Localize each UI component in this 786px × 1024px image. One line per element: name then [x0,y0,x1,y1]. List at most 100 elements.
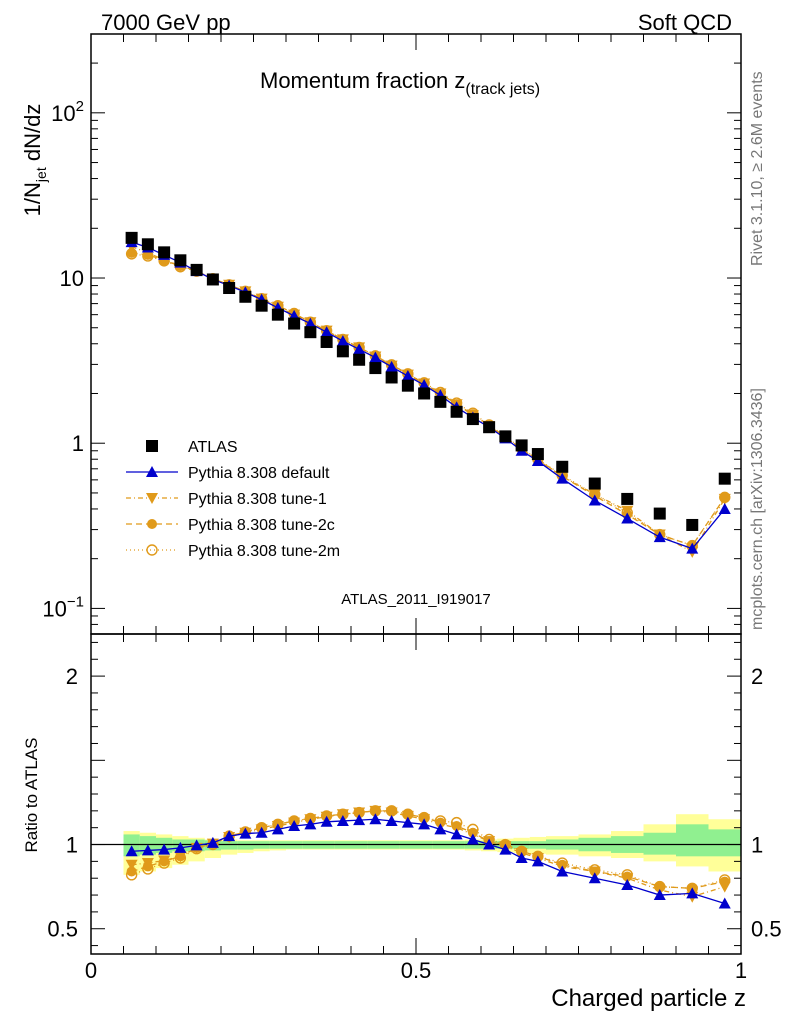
ratio-y-axis-label: Ratio to ATLAS [22,738,41,853]
main-point-atlas [288,317,301,330]
ratio-point-pythia-8-308-default [483,838,496,850]
main-y-tick-label: 10−1 [42,593,84,621]
ratio-point-pythia-8-308-default [304,818,317,830]
ratio-point-pythia-8-308-default [385,814,398,826]
main-y-tick-label: 10 [60,266,84,291]
ratio-point-pythia-8-308-tune-1 [158,855,171,867]
main-point-atlas [239,290,252,303]
main-point-pythia-8-308-default [621,512,634,524]
ratio-series [125,805,731,909]
ratio-x-tick-label: 0 [85,958,97,983]
ratio-point-pythia-8-308-default [174,841,187,853]
ratio-panel: 0.5 0.51 12 2 0 0.5 1 Ratio to ATLAS Charged … [22,633,782,1012]
legend-marker-pythia-8-308-tune-1 [146,493,158,504]
main-point-pythia-8-308-default [556,472,569,484]
ratio-y-tick-label: 0.5 [47,917,78,942]
main-point-atlas [320,335,333,348]
ratio-point-pythia-8-308-default [499,843,512,855]
legend-label-pythia-8-308-tune-2c: Pythia 8.308 tune-2c [188,517,335,534]
ratio-x-axis-label: Charged particle z [551,985,746,1012]
main-point-atlas [141,238,154,251]
main-y-tick-label-base: 10 [51,101,75,126]
main-point-atlas [588,477,601,490]
ratio-y-ticks [91,641,741,947]
main-point-atlas [531,448,544,461]
ratio-point-pythia-8-308-default [288,820,301,831]
main-point-atlas [158,246,171,259]
main-point-atlas [401,379,414,392]
mcplots-note: mcplots.cern.ch [arXiv:1306.3436] [749,388,766,630]
main-point-pythia-8-308-tune-1 [718,493,731,505]
legend-marker-pythia-8-308-default [146,466,158,477]
main-point-pythia-8-308-default [336,335,349,347]
main-panel: Momentum fraction z(track jets) ATLAS_20… [20,33,742,635]
ratio-point-pythia-8-308-default [515,852,528,863]
main-point-pythia-8-308-default [353,343,366,355]
main-point-pythia-8-308-default [320,326,333,338]
ratio-x-tick-label: 0.5 [401,958,432,983]
main-point-pythia-8-308-default [653,531,666,543]
main-y-axis-label-main: 1/N [20,182,45,216]
main-title-subscript: (track jets) [465,81,540,98]
ratio-point-pythia-8-308-tune-1 [401,810,414,822]
main-y-axis-label-sub: jet [33,167,49,183]
ratio-point-pythia-8-308-tune-1 [621,873,634,885]
ratio-point-pythia-8-308-tune-1 [450,822,463,834]
main-series-atlas [125,231,731,531]
main-point-atlas [718,472,731,485]
ratio-point-pythia-8-308-tune-2c [126,866,137,877]
ratio-band-inner [708,829,741,857]
main-point-atlas [434,395,447,408]
ratio-point-pythia-8-308-default [206,836,219,848]
main-y-axis-label-tail: dN/dz [20,104,45,168]
ratio-point-pythia-8-308-tune-1 [174,851,187,863]
main-point-pythia-8-308-default [686,542,699,554]
main-point-atlas [304,326,317,339]
ratio-y-tick-label-right: 1 [751,833,763,858]
ratio-point-pythia-8-308-default [353,814,366,826]
main-point-atlas [499,430,512,443]
header-right: Soft QCD [638,10,732,35]
legend: ATLAS Pythia 8.308 default Pythia 8.308 tu… [126,439,340,560]
ratio-band-inner [221,841,238,850]
ratio-point-pythia-8-308-default [320,815,333,827]
ratio-x-ticks [90,634,742,954]
watermark-label: ATLAS_2011_I919017 [341,591,491,608]
main-title-text: Momentum fraction z [260,68,465,93]
main-line-pythia-8-308-tune-1 [131,245,726,553]
ratio-point-pythia-8-308-default [466,833,479,845]
main-series [125,231,731,558]
ratio-point-pythia-8-308-default [336,814,349,826]
ratio-x-tick-labels: 0 0.5 1 [85,958,747,983]
ratio-point-pythia-8-308-default [141,844,154,856]
rivet-note: Rivet 3.1.10, ≥ 2.6M events [749,71,766,266]
main-point-atlas [223,282,236,295]
ratio-point-pythia-8-308-tune-1 [369,805,382,817]
main-point-atlas [206,273,219,286]
ratio-point-pythia-8-308-default [653,889,666,901]
main-y-tick-label-exponent: 2 [76,98,84,115]
ratio-point-pythia-8-308-tune-1 [718,881,731,893]
ratio-point-pythia-8-308-default [434,823,447,835]
ratio-point-pythia-8-308-default [621,878,634,890]
main-point-pythia-8-308-default [588,494,601,506]
main-point-pythia-8-308-default [369,351,382,363]
main-y-tick-label: 1 [72,431,84,456]
ratio-point-pythia-8-308-default [125,845,138,857]
ratio-point-pythia-8-308-tune-1 [353,807,366,819]
ratio-point-pythia-8-308-default [255,826,268,838]
legend-label-pythia-8-308-default: Pythia 8.308 default [188,465,330,482]
main-title: Momentum fraction z(track jets) [260,68,540,98]
main-point-atlas [190,263,203,276]
ratio-point-pythia-8-308-tune-1 [141,858,154,870]
main-point-atlas [418,387,431,400]
ratio-point-pythia-8-308-default [369,813,382,825]
ratio-point-pythia-8-308-default [450,828,463,840]
main-point-atlas [271,308,284,321]
ratio-plot-border [90,633,742,955]
ratio-point-pythia-8-308-default [418,818,431,830]
ratio-band-inner [676,824,709,857]
ratio-x-tick-label: 1 [735,958,747,983]
ratio-point-pythia-8-308-tune-1 [125,859,138,871]
